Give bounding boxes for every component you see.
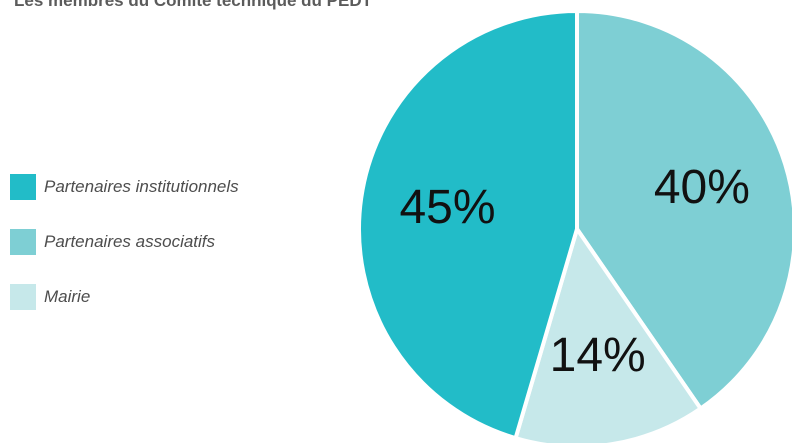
pie-slice-partenaires-associatifs <box>575 9 792 411</box>
legend-label: Partenaires associatifs <box>44 232 216 251</box>
data-label: 40% <box>654 161 750 214</box>
legend-item: Partenaires institutionnels <box>10 173 239 201</box>
legend-label: Mairie <box>44 287 91 306</box>
chart-legend: Partenaires institutionnels Partenaires … <box>10 173 239 338</box>
legend-swatch <box>10 174 36 200</box>
legend-swatch <box>10 229 36 255</box>
data-label: 14% <box>550 329 646 382</box>
legend-item: Mairie <box>10 283 239 311</box>
chart-title: Les membres du Comité technique du PEDT <box>14 0 373 10</box>
legend-label: Partenaires institutionnels <box>44 177 239 196</box>
legend-swatch <box>10 284 36 310</box>
pie-slice-partenaires-institutionnels <box>357 9 579 441</box>
data-label: 45% <box>399 181 495 234</box>
legend-item: Partenaires associatifs <box>10 228 239 256</box>
